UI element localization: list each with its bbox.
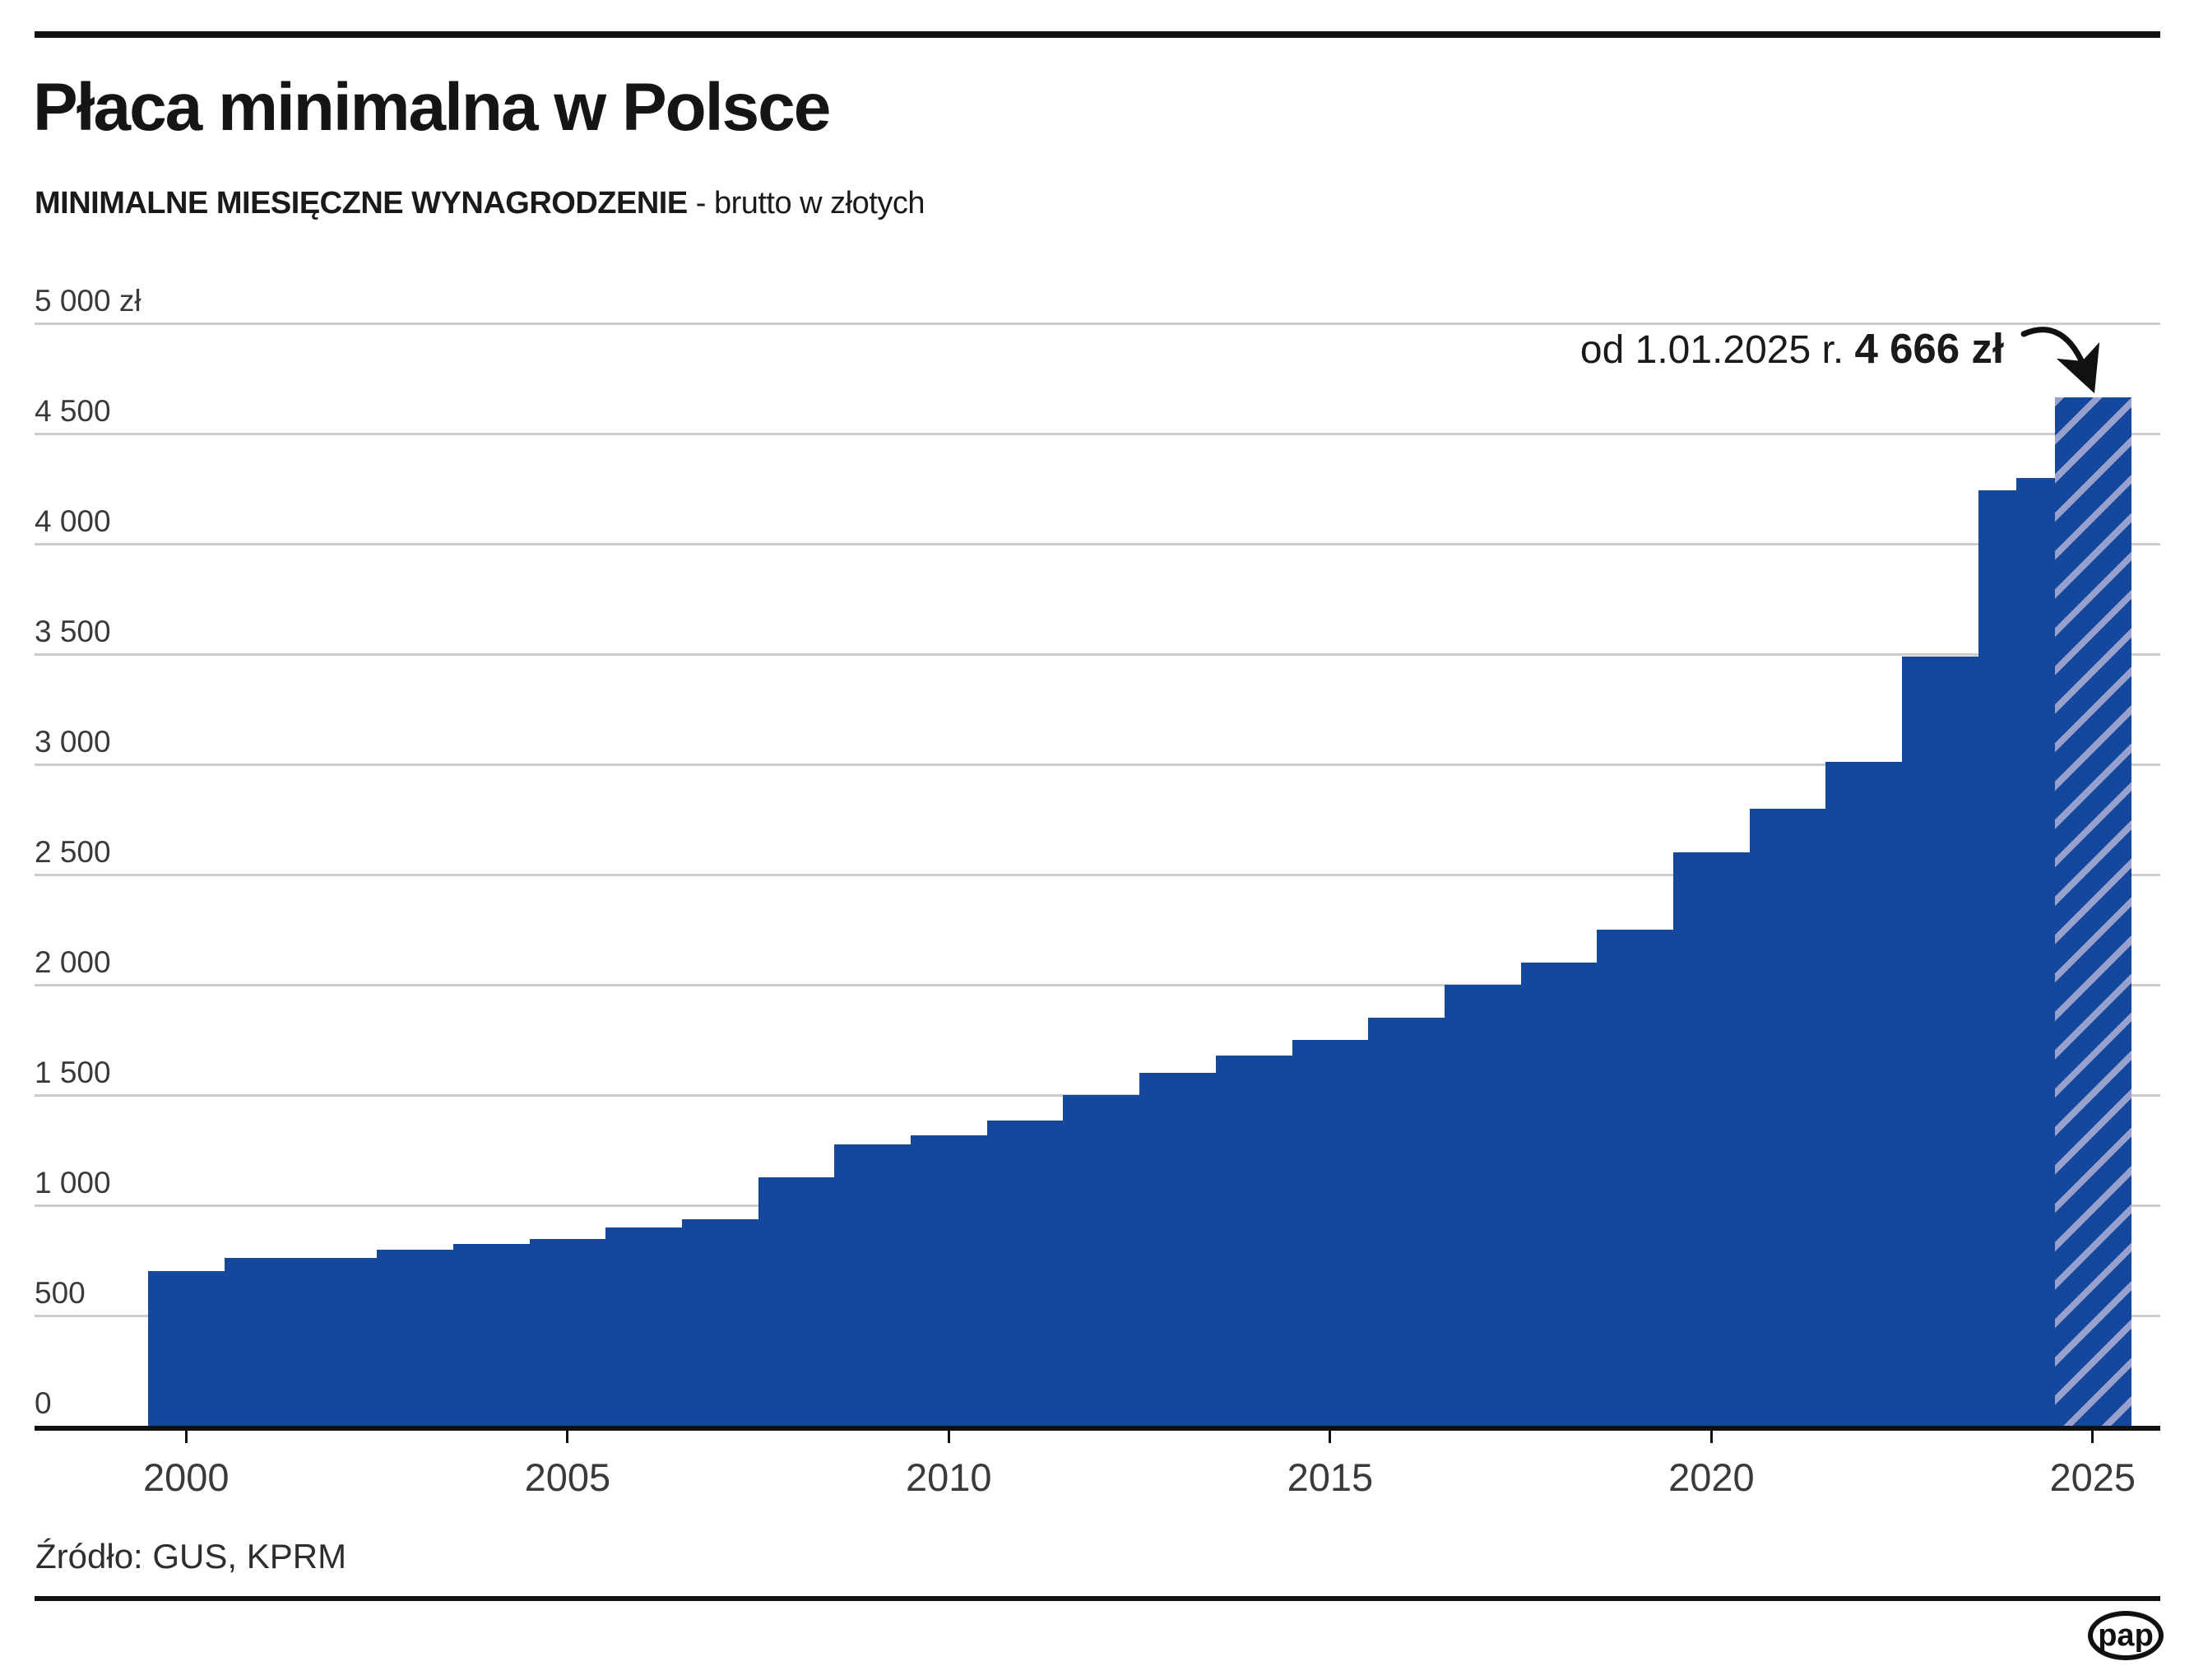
- x-tick-2010: [947, 1431, 950, 1443]
- bar-2004: [452, 1244, 530, 1426]
- y-tick-label-5000: 5 000 zł: [35, 284, 141, 318]
- bar-2010: [911, 1135, 988, 1426]
- x-tick-label-2005: 2005: [524, 1455, 611, 1499]
- gridline-3000: [35, 763, 2160, 766]
- y-tick-label-3000: 3 000: [35, 725, 111, 759]
- y-tick-label-1000: 1 000: [35, 1166, 111, 1200]
- bar-2023: [1902, 656, 1979, 1426]
- bar-2003: [377, 1249, 454, 1426]
- x-tick-label-2000: 2000: [143, 1455, 230, 1499]
- bar-2009: [834, 1144, 911, 1426]
- x-tick-2005: [566, 1431, 569, 1443]
- y-tick-label-2500: 2 500: [35, 835, 111, 869]
- y-tick-label-2000: 2 000: [35, 945, 111, 979]
- bar-2012: [1063, 1095, 1140, 1426]
- bar-2024-od-1.01: [1978, 490, 2017, 1426]
- bar-2006: [605, 1228, 683, 1426]
- gridline-2000: [35, 984, 2160, 986]
- y-tick-label-3500: 3 500: [35, 615, 111, 648]
- top-rule: [35, 31, 2160, 38]
- x-tick-2000: [184, 1431, 188, 1443]
- y-tick-label-4000: 4 000: [35, 504, 111, 538]
- gridline-2500: [35, 874, 2160, 876]
- x-tick-2020: [1709, 1431, 1713, 1443]
- bar-2002: [300, 1258, 378, 1426]
- bar-2007: [681, 1219, 759, 1426]
- x-tick-label-2020: 2020: [1668, 1455, 1755, 1499]
- bar-2019: [1597, 930, 1674, 1426]
- x-tick-label-2010: 2010: [906, 1455, 992, 1499]
- bar-2021: [1749, 808, 1826, 1426]
- value-annotation: od 1.01.2025 r. 4 666 zł: [1580, 324, 2004, 373]
- gridline-4000: [35, 543, 2160, 545]
- bar-2008: [758, 1177, 835, 1426]
- annotation-value: 4 666 zł: [1854, 325, 2004, 372]
- x-tick-label-2015: 2015: [1287, 1455, 1374, 1499]
- chart-subtitle: MINIMALNE MIESIĘCZNE WYNAGRODZENIE - bru…: [35, 186, 925, 221]
- bar-2024-od-1.07: [2016, 477, 2056, 1426]
- pap-logo-text: pap: [2098, 1618, 2154, 1653]
- x-tick-2015: [1329, 1431, 1332, 1443]
- x-tick-2025: [2091, 1431, 2094, 1443]
- bar-2001: [224, 1258, 301, 1426]
- subtitle-rest: - brutto w złotych: [687, 186, 925, 220]
- x-axis-line: [35, 1426, 2160, 1431]
- page-title: Płaca minimalna w Polsce: [33, 70, 831, 145]
- gridline-3500: [35, 653, 2160, 656]
- y-tick-label-500: 500: [35, 1276, 86, 1310]
- y-tick-label-4500: 4 500: [35, 394, 111, 428]
- annotation-prefix: od 1.01.2025 r.: [1579, 328, 1855, 372]
- bar-2025: [2054, 397, 2131, 1426]
- y-tick-label-1500: 1 500: [35, 1056, 111, 1089]
- bar-2018: [1520, 963, 1598, 1426]
- bar-2013: [1139, 1073, 1217, 1426]
- bar-2000: [148, 1271, 225, 1426]
- bar-2022: [1825, 762, 1903, 1426]
- bar-2014: [1215, 1055, 1292, 1426]
- subtitle-bold: MINIMALNE MIESIĘCZNE WYNAGRODZENIE: [35, 186, 688, 220]
- x-tick-label-2025: 2025: [2049, 1455, 2136, 1499]
- gridline-4500: [35, 433, 2160, 435]
- bar-2005: [529, 1238, 606, 1426]
- y-tick-label-0: 0: [35, 1386, 52, 1420]
- bar-2015: [1292, 1040, 1369, 1426]
- bar-2017: [1444, 985, 1522, 1426]
- bar-2011: [986, 1120, 1064, 1426]
- bar-2020: [1673, 852, 1751, 1426]
- gridline-5000: [35, 323, 2160, 325]
- pap-logo: pap: [2088, 1611, 2164, 1660]
- curved-arrow-icon: [2020, 327, 2100, 394]
- bottom-rule: [35, 1596, 2160, 1601]
- source-caption: Źródło: GUS, KPRM: [35, 1537, 347, 1576]
- bar-2016: [1368, 1018, 1445, 1426]
